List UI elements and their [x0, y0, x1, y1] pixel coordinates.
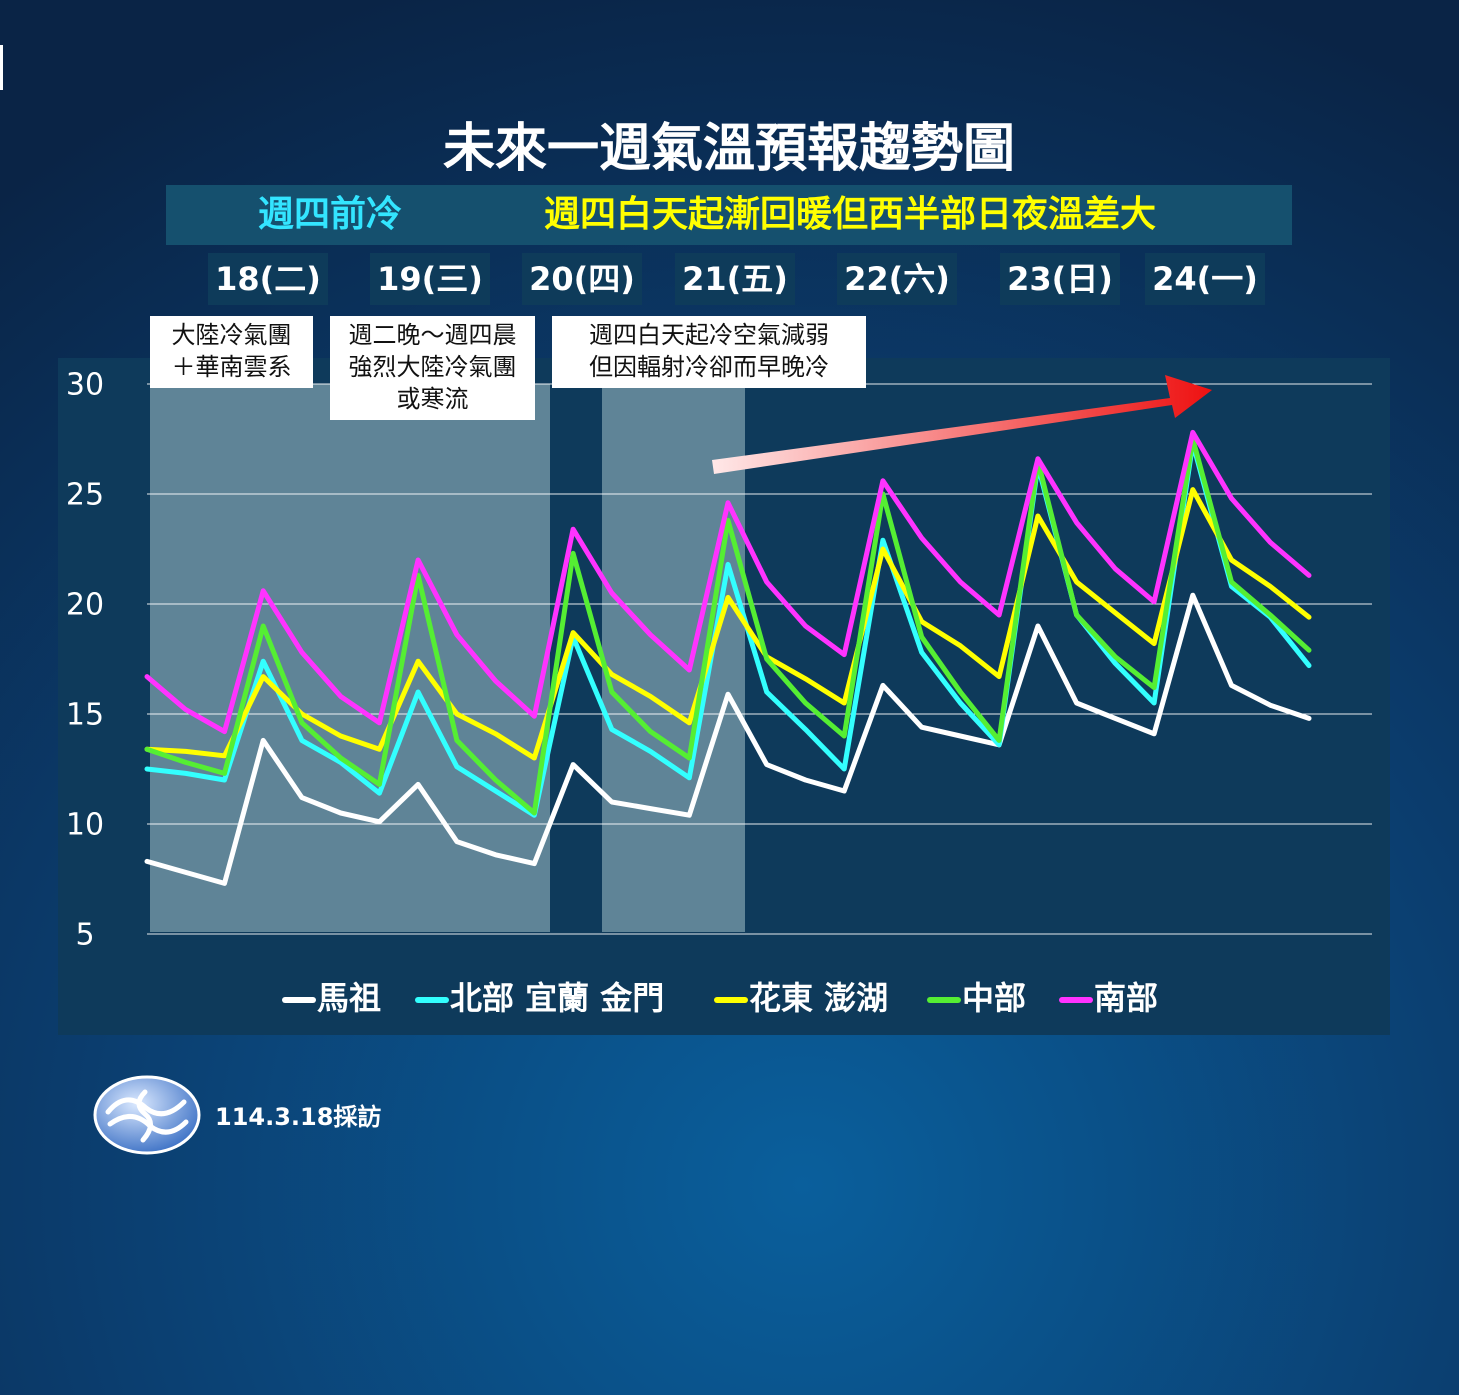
series-line: [144, 429, 1312, 735]
y-tick-label: 30: [66, 368, 104, 403]
y-tick-label: 20: [66, 588, 104, 623]
annotation-text: 週二晚～週四晨: [349, 321, 517, 349]
day-label-box: [522, 253, 642, 305]
legend-label: 北部 宜蘭 金門: [450, 979, 664, 1017]
y-tick-label: 10: [66, 808, 104, 843]
annotation-text: ＋華南雲系: [172, 353, 292, 381]
logo: [93, 1075, 201, 1155]
y-tick-label: 5: [75, 918, 94, 953]
legend-label: 花東 澎湖: [749, 979, 888, 1017]
subtitle: 週四前冷: [258, 194, 402, 235]
day-label: 20(四): [529, 260, 635, 298]
y-tick-label: 15: [66, 698, 104, 733]
day-label-box: [675, 253, 795, 305]
cold-period-shade: [150, 384, 550, 932]
series-line: [144, 487, 1312, 761]
series-line: [144, 592, 1312, 886]
day-label-box: [837, 253, 957, 305]
edge-mark: [0, 45, 3, 90]
annotation-text: 或寒流: [397, 385, 469, 413]
annotation-box: [150, 316, 313, 388]
annotation-box: [552, 316, 866, 388]
annotation-text: 但因輻射冷卻而早晚冷: [589, 353, 829, 381]
legend-label: 馬祖: [317, 979, 381, 1017]
warming-arrow: [712, 375, 1212, 474]
chart-title: 未來一週氣溫預報趨勢圖: [443, 119, 1015, 179]
day-label: 19(三): [377, 260, 483, 298]
annotation-text: 大陸冷氣團: [172, 321, 292, 349]
day-label: 22(六): [844, 260, 950, 298]
y-tick-label: 25: [66, 478, 104, 513]
day-label-box: [370, 253, 490, 305]
legend-label: 中部: [962, 979, 1026, 1017]
annotation-text: 強烈大陸冷氣團: [349, 353, 517, 381]
annotation-text: 週四白天起冷空氣減弱: [589, 321, 829, 349]
day-label: 21(五): [682, 260, 788, 298]
annotation-box: [330, 316, 535, 420]
day-label-box: [1145, 253, 1265, 305]
subtitle: 週四白天起漸回暖但西半部日夜溫差大: [544, 194, 1156, 235]
day-label: 18(二): [215, 260, 321, 298]
day-label: 24(一): [1152, 260, 1258, 298]
day-label-box: [208, 253, 328, 305]
series-line: [144, 440, 1312, 818]
subtitle-bar: [166, 185, 1292, 245]
source: 114.3.18採訪: [215, 1103, 381, 1131]
series-line: [144, 436, 1312, 816]
legend-label: 南部: [1094, 979, 1158, 1017]
day-label: 23(日): [1007, 260, 1113, 298]
day-label-box: [1000, 253, 1120, 305]
